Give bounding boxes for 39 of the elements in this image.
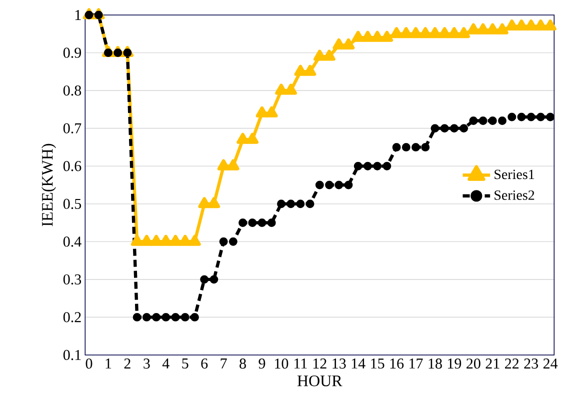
x-tick-label: 7 bbox=[220, 358, 227, 368]
legend-label: Series1 bbox=[494, 170, 534, 180]
x-tick-label: 16 bbox=[390, 358, 404, 369]
x-tick-label: 6 bbox=[201, 358, 208, 369]
x-tick-label: 0 bbox=[86, 358, 92, 369]
x-tick-label: 20 bbox=[466, 358, 480, 369]
y-tick-label: 0.7 bbox=[63, 123, 82, 134]
y-tick-label: 0.9 bbox=[63, 48, 82, 58]
x-tick-label: 23 bbox=[524, 358, 538, 369]
x-tick-label: 4 bbox=[162, 358, 170, 368]
x-tick-label: 3 bbox=[144, 358, 150, 369]
x-tick-label: 24 bbox=[543, 358, 558, 368]
x-tick-label: 8 bbox=[240, 358, 246, 369]
legend-label: Series2 bbox=[494, 190, 534, 200]
x-tick-label: 2 bbox=[124, 358, 130, 368]
x-tick-label: 5 bbox=[182, 358, 188, 368]
y-tick-label: 1 bbox=[75, 10, 81, 20]
y-tick-label: 0.1 bbox=[63, 350, 81, 360]
x-tick-label: 10 bbox=[275, 358, 288, 369]
y-tick-label: 0.2 bbox=[63, 312, 81, 322]
x-tick-label: 18 bbox=[428, 358, 442, 369]
x-tick-label: 11 bbox=[294, 358, 307, 368]
x-tick-label: 17 bbox=[410, 358, 423, 368]
y-tick-label: 0.3 bbox=[63, 274, 82, 285]
y-tick-label: 0.5 bbox=[63, 198, 82, 209]
x-axis-title: HOUR bbox=[297, 376, 342, 386]
x-tick-label: 9 bbox=[258, 358, 266, 369]
x-tick-label: 14 bbox=[352, 358, 366, 368]
x-tick-label: 13 bbox=[332, 358, 346, 369]
x-tick-label: 21 bbox=[486, 358, 500, 368]
y-tick-label: 0.6 bbox=[63, 161, 82, 172]
x-tick-label: 15 bbox=[371, 358, 384, 369]
y-tick-label: 0.8 bbox=[63, 85, 82, 96]
x-tick-label: 1 bbox=[106, 358, 112, 368]
x-tick-label: 22 bbox=[505, 358, 519, 368]
y-axis-title: IEEE(KWH) bbox=[42, 144, 56, 226]
x-tick-label: 19 bbox=[448, 358, 462, 369]
x-tick-label: 12 bbox=[313, 358, 326, 368]
y-tick-label: 0.4 bbox=[63, 236, 82, 247]
